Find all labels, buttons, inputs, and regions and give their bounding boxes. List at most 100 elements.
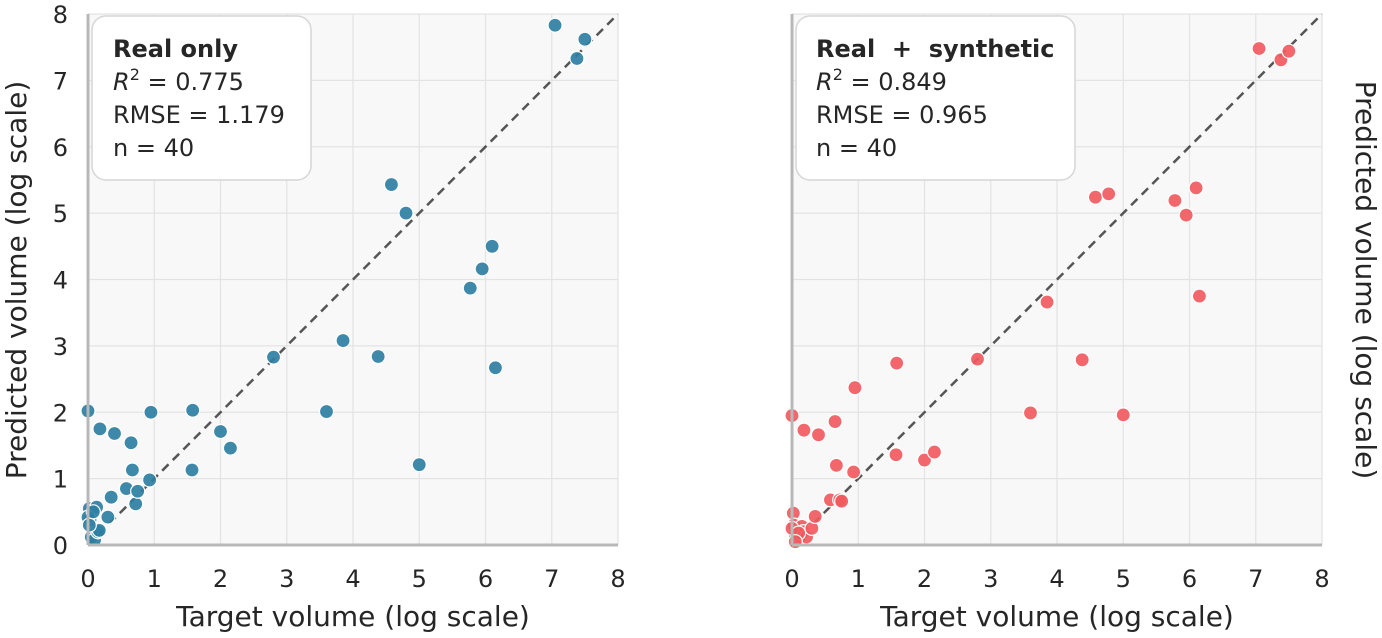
data-point [92,421,108,437]
x-axis-label-right: Target volume (log scale) [879,600,1234,633]
x-tick-label: 2 [213,565,228,593]
data-point [827,413,843,430]
data-point [335,332,351,349]
points-right [784,40,1297,550]
data-point [487,360,504,376]
x-tick-labels-right: 0 1 2 3 4 5 6 7 8 [784,565,1329,593]
stats-n-left: n = 40 [113,134,194,162]
x-tick-label: 2 [917,565,932,593]
stats-rmse-right: RMSE = 0.965 [816,101,988,129]
stats-box-right: Real + synthetic R2 = 0.849 RMSE = 0.965… [795,15,1076,181]
data-point [796,422,812,438]
data-point [130,483,146,499]
data-point [1251,40,1267,57]
data-point [318,403,335,420]
y-axis-label-right: Predicted volume (log scale) [1349,81,1382,480]
data-point [462,280,478,296]
panel-real-only: 0 1 2 3 4 5 6 7 8 0 1 2 3 4 5 6 7 8 Real only R2 = 0.775… [0,1,626,633]
x-tick-label: 8 [610,565,625,593]
data-point [85,504,101,520]
x-tick-label: 7 [544,565,559,593]
data-point [370,348,386,365]
x-tick-label: 7 [1248,565,1263,593]
data-point [106,425,123,442]
data-point [128,496,144,512]
data-point [834,493,850,509]
data-point [184,462,200,478]
data-point [1039,294,1055,310]
stats-rmse-left: RMSE = 1.179 [113,101,285,129]
x-tick-label: 3 [279,565,294,593]
data-point [103,489,119,505]
data-point [265,349,282,365]
y-tick-label: 6 [53,134,68,162]
data-point [846,464,862,480]
data-point [810,427,827,443]
x-tick-label: 0 [80,565,95,593]
x-tick-label: 1 [147,565,162,593]
x-tick-label: 6 [478,565,493,593]
stats-r2-left: R2 = 0.775 [113,65,244,96]
x-tick-label: 6 [1182,565,1197,593]
data-point [547,17,563,33]
data-point [847,380,863,396]
x-tick-label: 3 [983,565,998,593]
data-point [212,423,229,440]
y-tick-label: 8 [53,1,68,29]
data-point [1115,407,1131,423]
data-point [577,31,593,47]
data-point [787,534,803,550]
data-point [1022,405,1039,421]
data-point [383,176,400,193]
stats-title-right: Real + synthetic [816,35,1055,63]
data-point [1191,288,1208,304]
data-point [123,435,139,451]
data-point [1087,189,1104,205]
x-axis-label-left: Target volume (log scale) [175,600,530,633]
data-point [142,472,158,488]
data-point [1167,192,1183,209]
x-tick-label: 8 [1314,565,1329,593]
identity-line-left [87,13,619,546]
data-point [1281,43,1297,59]
data-point [143,404,159,420]
data-point [569,50,585,67]
data-point [1101,186,1117,202]
data-point [828,457,844,473]
data-point [185,402,201,418]
y-tick-label: 3 [53,333,68,361]
points-left [80,17,593,548]
x-tick-label: 0 [784,565,799,593]
data-point [1188,180,1204,196]
x-tick-label: 5 [412,565,427,593]
data-point [888,447,904,463]
data-point [474,261,490,277]
data-point [484,238,500,254]
data-point [124,462,140,478]
data-point [889,355,905,371]
data-point [100,509,116,525]
stats-n-right: n = 40 [816,134,897,162]
data-point [222,440,239,456]
data-point [411,457,427,473]
data-point [969,351,986,367]
y-tick-label: 4 [53,267,68,295]
data-point [1074,352,1090,368]
y-tick-label: 1 [53,466,68,494]
y-tick-label: 0 [53,532,68,560]
data-point [807,508,823,525]
x-tick-labels-left: 0 1 2 3 4 5 6 7 8 [80,565,625,593]
stats-box-left: Real only R2 = 0.775 RMSE = 1.179 n = 40 [91,15,312,181]
panel-real-synthetic: 0 1 2 3 4 5 6 7 8 Real + synthetic R2 = 0.849 RM… [784,13,1382,633]
x-tick-label: 5 [1116,565,1131,593]
y-tick-label: 2 [53,399,68,427]
data-point [1178,207,1194,223]
stats-r2-right: R2 = 0.849 [816,65,947,96]
stats-title-left: Real only [113,35,238,63]
x-tick-label: 4 [1049,565,1064,593]
data-point [926,444,943,460]
y-tick-labels-left: 0 1 2 3 4 5 6 7 8 [53,1,68,560]
data-point [398,205,414,221]
y-tick-label: 7 [53,67,68,95]
